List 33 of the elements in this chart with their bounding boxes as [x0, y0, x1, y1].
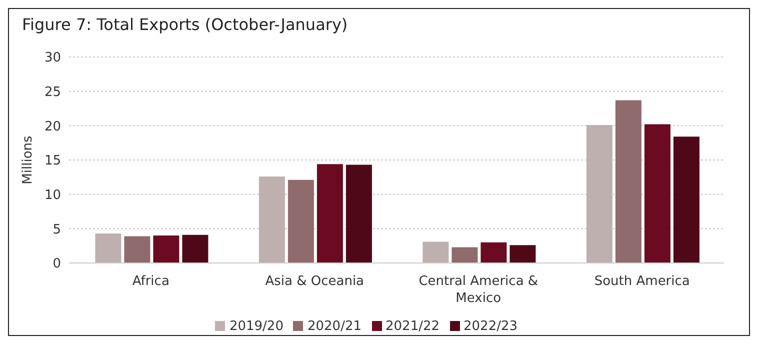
bar: [346, 164, 372, 263]
bar: [586, 124, 612, 263]
legend-label: 2021/22: [386, 319, 440, 334]
y-tick-label: 25: [44, 84, 61, 100]
y-tick-label: 0: [52, 256, 61, 272]
bar: [95, 233, 122, 263]
y-tick-label: 5: [52, 222, 61, 238]
x-tick-label: Central America & Mexico: [418, 274, 538, 306]
legend-label: 2020/21: [307, 319, 362, 334]
y-tick-label: 10: [44, 188, 61, 203]
x-tick-label: Africa: [132, 274, 170, 289]
x-tick-label: Asia & Oceania: [265, 274, 364, 289]
bar: [510, 245, 536, 263]
x-tick-label: South America: [594, 274, 690, 289]
chart-title: Figure 7: Total Exports (October-January): [22, 15, 348, 34]
legend-label: 2019/20: [229, 319, 284, 334]
bar: [422, 242, 449, 263]
bar: [452, 247, 478, 263]
bar: [644, 124, 670, 263]
y-tick-label: 15: [44, 154, 61, 169]
bar: [153, 236, 180, 263]
y-tick-label: 30: [44, 50, 61, 66]
y-axis-title: Millions: [20, 135, 36, 184]
bar: [288, 180, 314, 263]
bar: [480, 242, 507, 263]
bar: [182, 234, 208, 263]
bar: [124, 236, 150, 263]
bar: [258, 176, 285, 263]
bar: [615, 100, 642, 263]
legend-label: 2022/23: [464, 319, 518, 334]
bar: [316, 164, 343, 263]
bar: [673, 136, 700, 263]
y-tick-label: 20: [44, 119, 61, 134]
